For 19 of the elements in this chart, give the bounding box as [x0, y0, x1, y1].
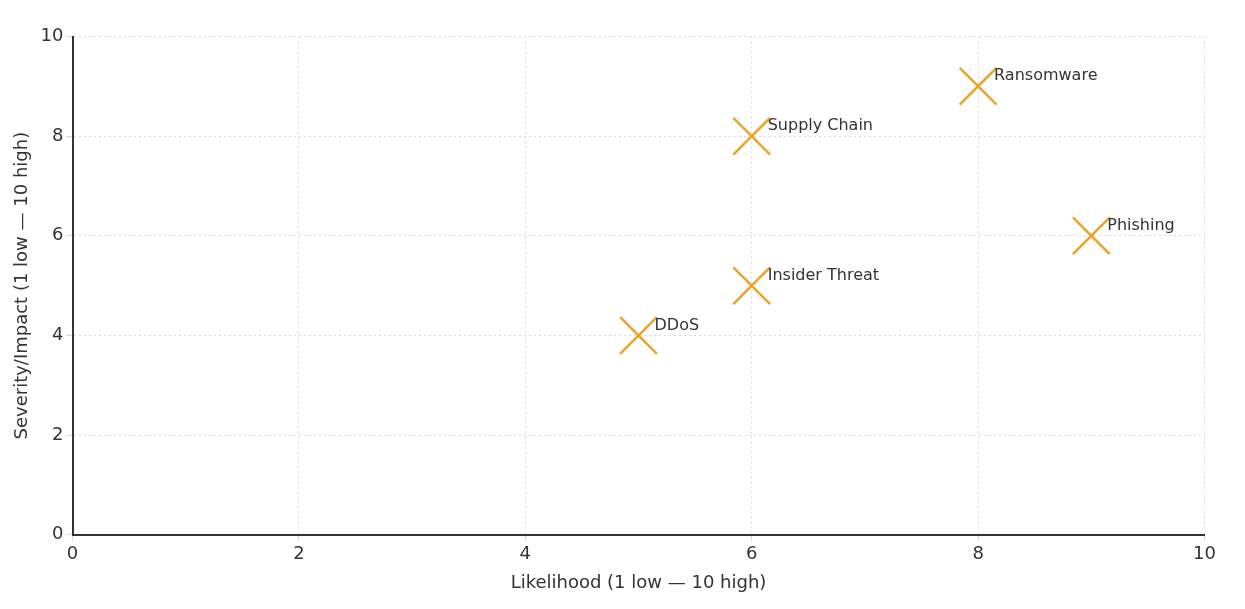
x-tick-label: 4	[519, 542, 532, 564]
x-tick-label: 6	[745, 542, 758, 564]
x-tick-label: 2	[293, 542, 305, 564]
y-axis-title: Severity/Impact (1 low — 10 high)	[10, 131, 32, 440]
x-tick-label: 10	[1193, 542, 1216, 564]
annotation: Ransomware	[994, 65, 1098, 85]
y-tick-label: 6	[52, 223, 64, 245]
y-tick-label: 10	[40, 24, 64, 46]
y-tick-label: 8	[52, 123, 64, 145]
x-tick-label: 8	[972, 542, 984, 564]
x-tick-label: 0	[66, 542, 79, 564]
annotation: DDoS	[654, 314, 700, 334]
annotation: Supply Chain	[767, 115, 874, 135]
x-axis-title: Likelihood (1 low — 10 high)	[510, 570, 767, 592]
annotation: Phishing	[1107, 214, 1175, 234]
y-tick-label: 0	[52, 522, 64, 544]
annotation: Insider Threat	[767, 264, 880, 284]
y-tick-label: 4	[52, 323, 64, 345]
y-tick-label: 2	[52, 422, 64, 444]
